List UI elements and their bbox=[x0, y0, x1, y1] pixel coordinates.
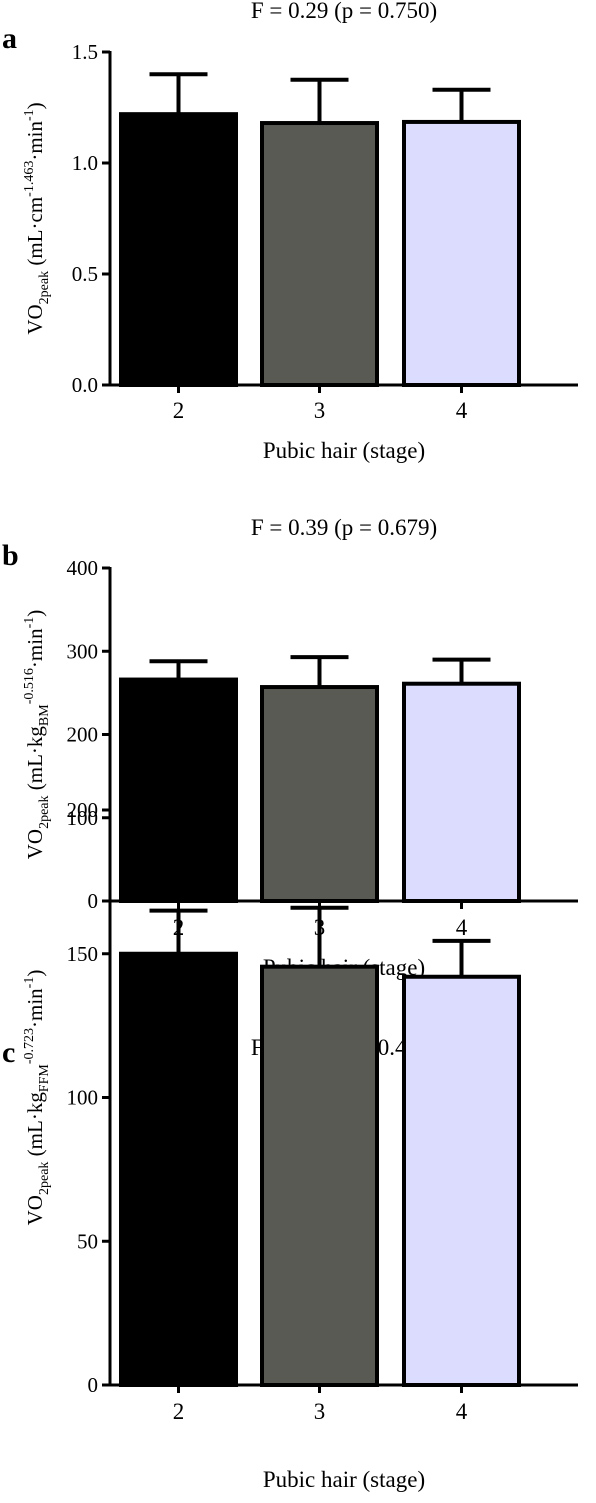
y-tick-label: 1.0 bbox=[72, 151, 98, 175]
panel-label: a bbox=[2, 22, 17, 55]
chart-panel-b: bF = 0.39 (p = 0.679)2340100200300400Pub… bbox=[2, 515, 578, 980]
y-label-text: (mL·kg bbox=[23, 726, 47, 796]
y-label-sup: -0.723 bbox=[22, 1028, 37, 1064]
y-tick-label: 50 bbox=[77, 1229, 98, 1253]
x-tick-label: 3 bbox=[314, 398, 326, 423]
y-label-text: (mL·kg bbox=[23, 1092, 47, 1162]
y-label-text: ·min bbox=[23, 628, 47, 668]
y-tick-label: 200 bbox=[67, 798, 99, 822]
y-tick-label: 100 bbox=[67, 806, 99, 830]
y-label-sup: -1 bbox=[22, 977, 37, 989]
y-label-text: ) bbox=[23, 102, 47, 109]
y-label-text: ) bbox=[23, 610, 47, 617]
y-label-main: VO bbox=[23, 304, 47, 334]
x-tick-label: 4 bbox=[456, 1399, 468, 1424]
y-axis-label: VO2peak (mL·kgFFM-0.723·min-1) bbox=[22, 970, 52, 1226]
y-tick-label: 0.0 bbox=[72, 373, 98, 397]
chart-panel-c: cF = 0.81 (p = 0.453)234050100150200Pubi… bbox=[2, 798, 578, 1492]
y-label-sub: 2peak bbox=[37, 1162, 52, 1195]
bar bbox=[119, 677, 238, 903]
bar bbox=[402, 974, 521, 1387]
y-label-sub: 2peak bbox=[37, 795, 52, 828]
y-label-text: (mL·cm bbox=[23, 197, 47, 271]
y-tick-label: 0 bbox=[88, 1373, 99, 1397]
x-axis-label: Pubic hair (stage) bbox=[263, 1467, 425, 1492]
panel-label: c bbox=[2, 1036, 15, 1069]
y-tick-label: 300 bbox=[67, 639, 99, 663]
chart-title: F = 0.39 (p = 0.679) bbox=[251, 515, 437, 540]
y-axis-label: VO2peak (mL·cm-1.463·min-1) bbox=[22, 102, 52, 334]
y-label-text: ·min bbox=[23, 121, 47, 161]
chart-panel-a: a F = 0.29 (p = 0.750) 2 3 4 0.0 0.5 1.0 1.5 Pubi… bbox=[2, 0, 578, 463]
x-tick-label: 3 bbox=[314, 1399, 326, 1424]
bar bbox=[260, 121, 379, 387]
y-label-sup: -1.463 bbox=[22, 161, 37, 197]
bar bbox=[119, 951, 238, 1387]
y-label-text: ·min bbox=[23, 988, 47, 1028]
y-label-main: VO bbox=[23, 829, 47, 859]
chart-title: F = 0.29 (p = 0.750) bbox=[251, 0, 437, 23]
y-tick-label: 100 bbox=[67, 1086, 99, 1110]
y-label-sub: FFM bbox=[37, 1064, 52, 1093]
y-label-sup: -0.516 bbox=[22, 668, 37, 704]
y-label-main: VO bbox=[23, 1195, 47, 1225]
bar bbox=[402, 119, 521, 388]
y-tick-label: 0 bbox=[88, 889, 99, 913]
bar bbox=[402, 681, 521, 904]
y-tick-label: 200 bbox=[67, 723, 99, 747]
x-tick-label: 2 bbox=[173, 1399, 185, 1424]
x-tick-label: 4 bbox=[456, 915, 468, 940]
y-label-text: ) bbox=[23, 970, 47, 977]
y-tick-label: 400 bbox=[67, 556, 99, 580]
y-tick-label: 0.5 bbox=[72, 262, 98, 286]
x-tick-label: 2 bbox=[173, 398, 185, 423]
bar bbox=[260, 685, 379, 903]
y-label-sub: 2peak bbox=[37, 271, 52, 304]
bar bbox=[119, 112, 238, 387]
x-tick-label: 4 bbox=[456, 398, 468, 423]
y-tick-label: 1.5 bbox=[72, 40, 98, 64]
x-axis-label: Pubic hair (stage) bbox=[263, 438, 425, 463]
panel-label: b bbox=[2, 539, 19, 572]
bar bbox=[260, 964, 379, 1387]
y-axis-label: VO2peak (mL·kgBM-0.516·min-1) bbox=[22, 610, 52, 860]
y-label-sup: -1 bbox=[22, 109, 37, 121]
y-tick-label: 150 bbox=[67, 942, 99, 966]
y-label-sup: -1 bbox=[22, 617, 37, 629]
y-label-sub: BM bbox=[37, 704, 52, 726]
